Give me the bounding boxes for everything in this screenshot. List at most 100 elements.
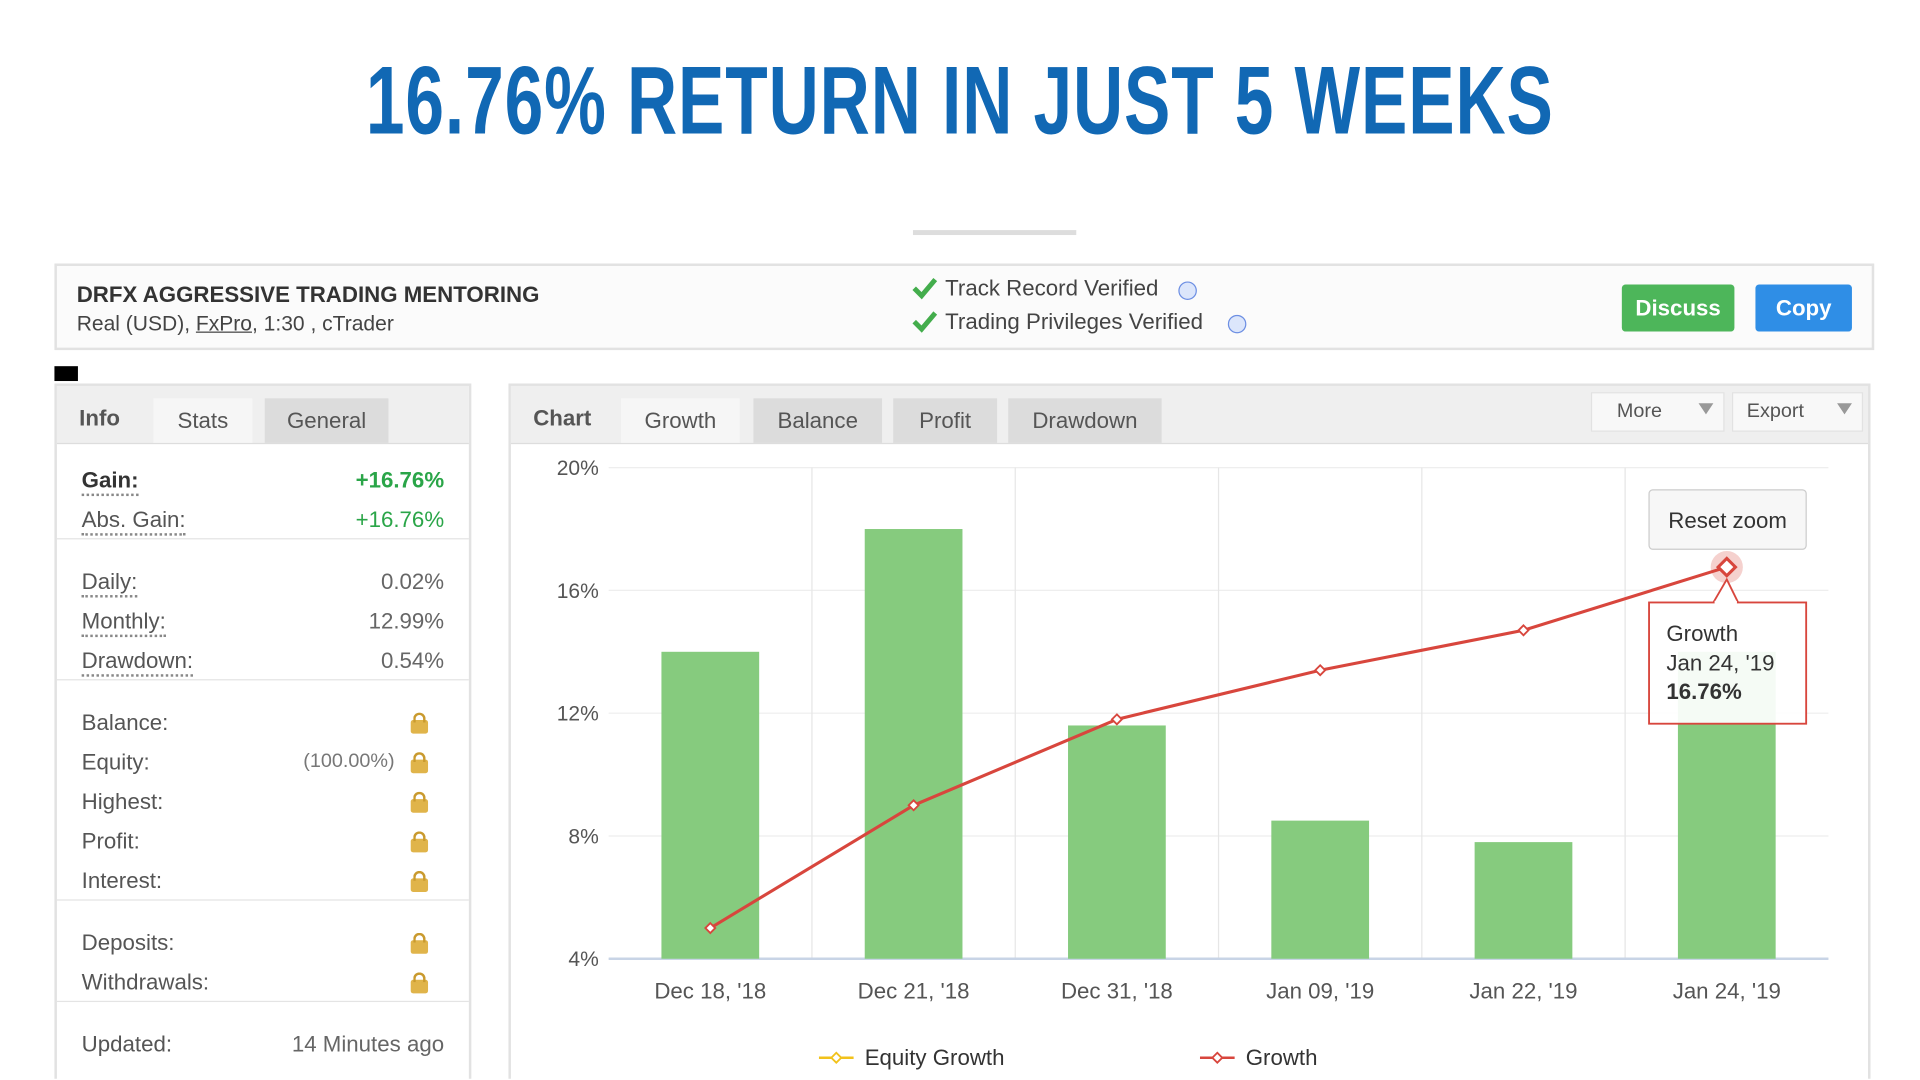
reset-zoom-box — [1648, 489, 1807, 550]
tooltip-box — [1648, 601, 1808, 725]
x-tick-label: Dec 21, '18 — [858, 978, 970, 1003]
y-tick-label: 12% — [557, 703, 599, 726]
separator — [56, 1000, 469, 1003]
info-tab[interactable]: Info — [79, 405, 120, 431]
x-tick-label: Dec 18, '18 — [654, 978, 766, 1003]
y-tick-label: 4% — [568, 948, 598, 971]
info-tab-bar — [56, 385, 469, 445]
lock-icon — [410, 972, 429, 994]
stat-label: Equity: — [81, 749, 150, 775]
lock-icon — [410, 932, 429, 954]
stats-tab[interactable]: Stats — [153, 398, 253, 443]
point-marker — [907, 799, 920, 812]
account-type: Real (USD), — [76, 311, 196, 336]
marker — [54, 366, 78, 382]
separator — [56, 679, 469, 681]
lock-icon — [410, 870, 429, 892]
lock-shackle — [413, 831, 426, 842]
bar — [1068, 725, 1166, 959]
discuss-button[interactable]: Discuss — [1621, 284, 1735, 332]
stat-label: Drawdown: — [81, 648, 194, 677]
y-tick-label: 20% — [557, 457, 599, 480]
divider — [912, 230, 1077, 236]
check — [912, 311, 938, 333]
dropdown-arrow — [1837, 403, 1852, 415]
info-panel: Info Stats General Gain: +16.76% Abs. Gain… — [54, 383, 472, 1079]
tooltip: Growth Jan 24, '19 16.76% — [1648, 577, 1808, 725]
tooltip-value: 16.76% — [1666, 679, 1742, 704]
bar — [661, 651, 760, 959]
stat-value: 14 Minutes ago — [291, 1031, 445, 1057]
help-icon[interactable] — [1178, 281, 1197, 300]
balance-tab[interactable]: Balance — [753, 398, 883, 443]
line — [709, 565, 1728, 930]
lock-shackle — [413, 972, 426, 983]
growth-tab[interactable]: Growth — [621, 398, 740, 443]
broker-link[interactable]: FxPro — [195, 311, 253, 336]
hover-marker — [1715, 556, 1738, 578]
separator — [56, 538, 469, 540]
point-marker — [1313, 663, 1327, 677]
bar — [1474, 842, 1573, 959]
check-icons — [912, 277, 938, 333]
stat-label: Abs. Gain: — [81, 507, 186, 536]
lock-icon — [410, 712, 429, 734]
drawdown-tab[interactable]: Drawdown — [1008, 398, 1162, 443]
copy-button[interactable]: Copy — [1755, 284, 1852, 332]
general-tab[interactable]: General — [264, 398, 389, 443]
stat-label: Gain: — [81, 468, 139, 497]
stat-value: 12.99% — [368, 608, 445, 634]
stat-label: Deposits: — [81, 930, 175, 956]
headline: 16.76% RETURN IN JUST 5 WEEKS — [0, 45, 1920, 158]
reset-zoom-label: Reset zoom — [1668, 508, 1787, 533]
verified-item: Trading Privileges Verified — [945, 309, 1204, 335]
x-tick-label: Jan 09, '19 — [1266, 978, 1374, 1003]
lock-shackle — [413, 791, 426, 802]
help-icon[interactable] — [1227, 314, 1247, 334]
legend-label: Growth — [1246, 1045, 1318, 1070]
chart-label: Chart — [533, 405, 592, 431]
stat-label: Highest: — [81, 789, 164, 815]
menu-label: More — [1616, 400, 1662, 422]
account-info: Real (USD), FxPro, 1:30 , cTrader — [77, 312, 394, 337]
lock-shackle — [413, 870, 426, 881]
stat-value: 0.54% — [380, 648, 445, 673]
lock-icon — [410, 791, 429, 813]
tooltip-series: Growth — [1666, 621, 1738, 646]
export-menu[interactable]: Export — [1731, 392, 1864, 432]
profit-tab[interactable]: Profit — [893, 398, 998, 443]
bar — [1271, 820, 1370, 959]
stat-value: +16.76% — [355, 507, 445, 532]
account-header: DRFX AGGRESSIVE TRADING MENTORING Real (… — [54, 263, 1875, 351]
legend-marker — [830, 1051, 843, 1064]
stat-value: +16.76% — [355, 467, 445, 493]
x-tick-label: Dec 31, '18 — [1061, 978, 1173, 1003]
stat-label: Withdrawals: — [81, 969, 210, 995]
stat-label: Monthly: — [81, 609, 166, 638]
more-menu[interactable]: More — [1590, 392, 1725, 432]
stat-label: Interest: — [81, 868, 163, 894]
tooltip-date: Jan 24, '19 — [1666, 651, 1774, 676]
bar — [864, 529, 963, 959]
check — [912, 277, 938, 300]
point-marker — [1110, 713, 1124, 726]
y-tick-label: 8% — [568, 825, 598, 848]
account-name: DRFX AGGRESSIVE TRADING MENTORING — [76, 282, 540, 307]
legend-marker — [1211, 1051, 1224, 1064]
stat-label: Updated: — [81, 1031, 173, 1057]
lock-icon — [410, 831, 429, 853]
x-tick-label: Jan 24, '19 — [1673, 978, 1781, 1003]
stat-note: (100.00%) — [303, 750, 395, 772]
tooltip-pointer — [1712, 577, 1739, 603]
stat-label: Balance: — [81, 710, 169, 735]
stat-label: Daily: — [81, 569, 138, 598]
menu-label: Export — [1746, 400, 1805, 422]
verified-item: Track Record Verified — [945, 275, 1159, 301]
separator — [56, 899, 469, 901]
lock-icon — [410, 752, 429, 774]
x-tick-label: Jan 22, '19 — [1469, 978, 1577, 1003]
reset-zoom-button[interactable]: Reset zoom — [1648, 489, 1807, 550]
